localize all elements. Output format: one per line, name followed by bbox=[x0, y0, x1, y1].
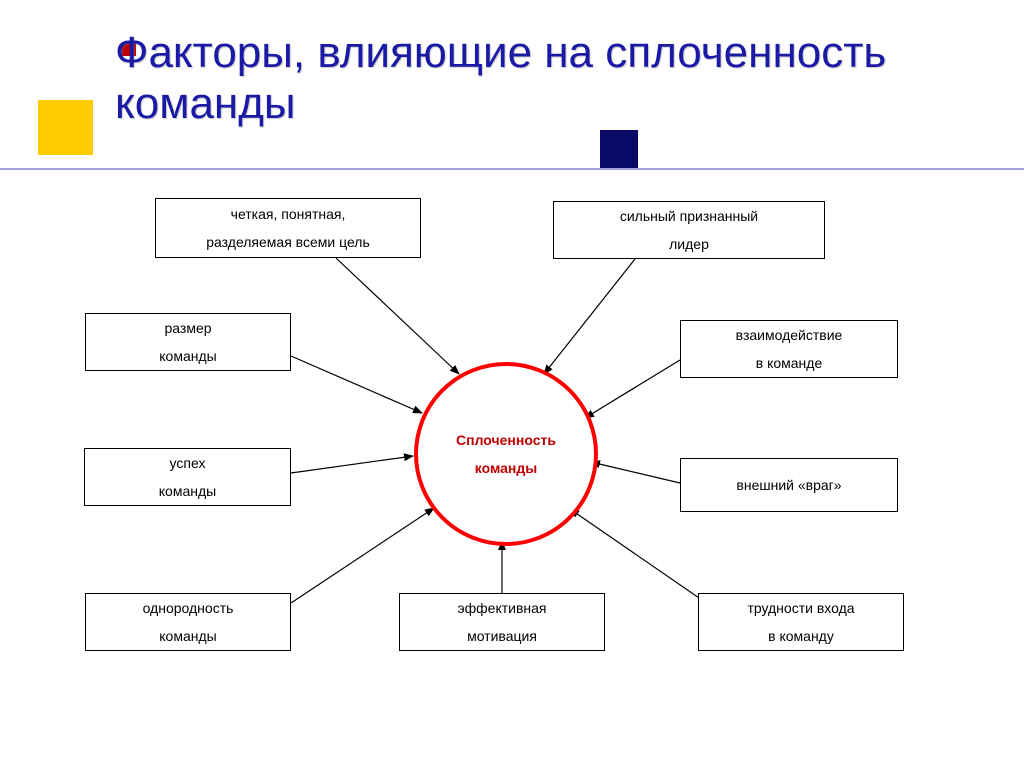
box-interaction: взаимодействие в команде bbox=[680, 320, 898, 378]
box-interaction-line1: взаимодействие bbox=[736, 321, 843, 349]
arrow-goal bbox=[336, 258, 459, 374]
deco-square-yellow bbox=[38, 100, 93, 155]
box-success: успех команды bbox=[84, 448, 291, 506]
arrow-enemy bbox=[591, 462, 680, 483]
box-leader: сильный признанный лидер bbox=[553, 201, 825, 259]
arrow-interaction bbox=[585, 360, 680, 418]
box-enemy-line1: внешний «враг» bbox=[736, 471, 841, 499]
box-success-line2: команды bbox=[159, 477, 216, 505]
center-label-2: команды bbox=[475, 454, 537, 482]
box-difficulty-line2: в команду bbox=[768, 622, 834, 650]
box-leader-line1: сильный признанный bbox=[620, 202, 758, 230]
arrow-success bbox=[291, 456, 413, 473]
box-size-line1: размер bbox=[164, 314, 211, 342]
box-size: размер команды bbox=[85, 313, 291, 371]
deco-square-navy bbox=[600, 130, 638, 168]
box-homogeneity-line2: команды bbox=[159, 622, 216, 650]
arrow-homogeneity bbox=[291, 508, 434, 603]
box-motivation-line1: эффективная bbox=[457, 594, 546, 622]
box-difficulty: трудности входа в команду bbox=[698, 593, 904, 651]
title-underline bbox=[0, 168, 1024, 170]
arrow-difficulty bbox=[570, 509, 702, 600]
arrow-size bbox=[291, 356, 422, 413]
box-difficulty-line1: трудности входа bbox=[747, 594, 854, 622]
box-motivation-line2: мотивация bbox=[467, 622, 537, 650]
box-interaction-line2: в команде bbox=[756, 349, 823, 377]
box-leader-line2: лидер bbox=[669, 230, 709, 258]
box-enemy: внешний «враг» bbox=[680, 458, 898, 512]
center-circle: Сплоченность команды bbox=[414, 362, 598, 546]
arrow-leader bbox=[544, 259, 635, 374]
slide-title: Факторы, влияющие на сплоченность команд… bbox=[115, 28, 935, 129]
box-goal-line1: четкая, понятная, bbox=[231, 200, 346, 228]
center-label-1: Сплоченность bbox=[456, 426, 556, 454]
box-homogeneity: однородность команды bbox=[85, 593, 291, 651]
slide: Факторы, влияющие на сплоченность команд… bbox=[0, 0, 1024, 767]
box-motivation: эффективная мотивация bbox=[399, 593, 605, 651]
box-goal: четкая, понятная, разделяемая всеми цель bbox=[155, 198, 421, 258]
box-size-line2: команды bbox=[159, 342, 216, 370]
box-homogeneity-line1: однородность bbox=[143, 594, 234, 622]
box-goal-line2: разделяемая всеми цель bbox=[206, 228, 369, 256]
box-success-line1: успех bbox=[170, 449, 206, 477]
